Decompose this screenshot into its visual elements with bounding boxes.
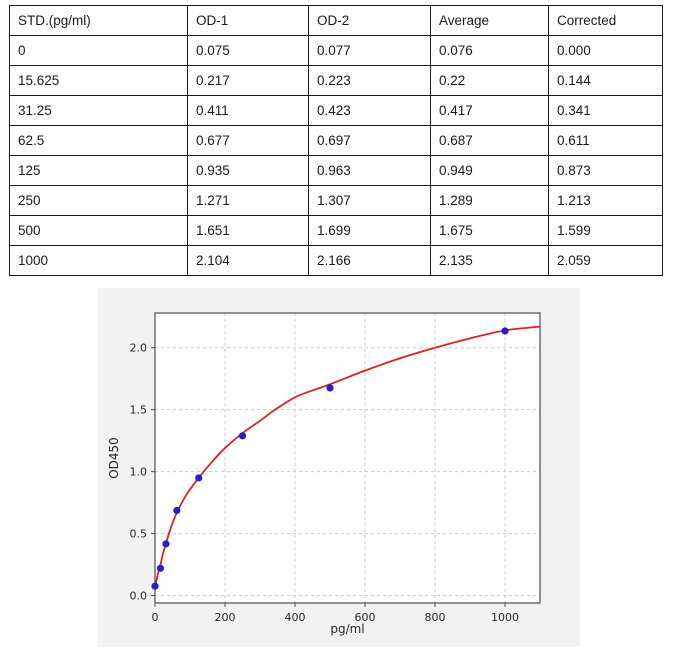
table-cell: 0.411 — [187, 95, 309, 126]
x-tick-label: 1000 — [491, 611, 519, 624]
x-axis-label: pg/ml — [330, 622, 364, 636]
table-cell: 0.000 — [548, 35, 663, 66]
table-cell: 250 — [9, 185, 188, 216]
standard-curve-chart: 0 200 400 600 800 1000 0.0 0.5 1.0 1.5 2.0 pg/ml OD4… — [107, 312, 541, 636]
table-cell: 0.075 — [187, 35, 309, 66]
table-cell: 0.935 — [187, 155, 309, 186]
table-cell: 2.104 — [187, 245, 309, 276]
x-tick-label: 600 — [355, 611, 376, 624]
column-header-1: OD-1 — [187, 5, 309, 36]
table-cell: 0.217 — [187, 65, 309, 96]
table-cell: 125 — [9, 155, 188, 186]
table-row: 15.625 0.217 0.223 0.22 0.144 — [9, 65, 663, 96]
table-cell: 1.651 — [187, 215, 309, 246]
table-cell: 15.625 — [9, 65, 188, 96]
table-row: 31.25 0.411 0.423 0.417 0.341 — [9, 95, 663, 126]
table-row: 1000 2.104 2.166 2.135 2.059 — [9, 245, 663, 276]
table-cell: 0.341 — [548, 95, 663, 126]
table-cell: 1.307 — [308, 185, 431, 216]
table-cell: 1.271 — [187, 185, 309, 216]
data-points — [151, 327, 509, 590]
table-cell: 1.289 — [430, 185, 549, 216]
y-tick-label: 2.0 — [130, 342, 148, 355]
gridlines — [155, 313, 540, 603]
column-header-3: Average — [430, 5, 549, 36]
table-row: 250 1.271 1.307 1.289 1.213 — [9, 185, 663, 216]
y-tick-label: 0.5 — [130, 528, 148, 541]
table-cell: 0.423 — [308, 95, 431, 126]
table-row: 0 0.075 0.077 0.076 0.000 — [9, 35, 663, 66]
table-row: 62.5 0.677 0.697 0.687 0.611 — [9, 125, 663, 156]
table-cell: 1000 — [9, 245, 188, 276]
table-cell: 0.611 — [548, 125, 663, 156]
y-tick-label: 1.5 — [130, 404, 148, 417]
plot-border — [154, 312, 541, 604]
table-cell: 0.076 — [430, 35, 549, 66]
y-tick-label: 1.0 — [130, 466, 148, 479]
table-cell: 0.687 — [430, 125, 549, 156]
table-cell: 0.22 — [430, 65, 549, 96]
data-point — [501, 327, 509, 335]
data-point — [326, 384, 334, 392]
table-cell: 0.873 — [548, 155, 663, 186]
table-cell: 31.25 — [9, 95, 188, 126]
table-cell: 1.699 — [308, 215, 431, 246]
y-tick-label: 0.0 — [130, 590, 148, 603]
table-cell: 0.949 — [430, 155, 549, 186]
table-cell: 2.059 — [548, 245, 663, 276]
table-cell: 0.077 — [308, 35, 431, 66]
y-axis-label: OD450 — [107, 437, 121, 479]
x-tick-label: 800 — [425, 611, 446, 624]
plot-area — [155, 313, 540, 603]
data-point — [238, 432, 247, 440]
column-header-2: OD-2 — [308, 5, 431, 36]
table-cell: 1.213 — [548, 185, 663, 216]
x-tick-label: 400 — [285, 611, 306, 624]
table-row: 125 0.935 0.963 0.949 0.873 — [9, 155, 663, 186]
x-tick-label: 200 — [215, 611, 236, 624]
table-cell: 2.166 — [308, 245, 431, 276]
table-cell: 0 — [9, 35, 188, 66]
table-cell: 0.223 — [308, 65, 431, 96]
table-cell: 1.675 — [430, 215, 549, 246]
table-cell: 500 — [9, 215, 188, 246]
data-point — [195, 474, 203, 482]
table-cell: 0.963 — [308, 155, 431, 186]
table-cell: 0.677 — [187, 125, 309, 156]
column-header-4: Corrected — [548, 5, 663, 36]
table-cell: 0.697 — [308, 125, 431, 156]
data-point — [151, 582, 159, 590]
data-point — [162, 540, 170, 548]
standards-table: STD.(pg/ml) OD-1 OD-2 Average Corrected 0 0.0… — [9, 5, 663, 276]
table-header-row: STD.(pg/ml) OD-1 OD-2 Average Corrected — [9, 5, 663, 36]
axes: 0 200 400 600 800 1000 0.0 0.5 1.0 1.5 2.0 — [130, 342, 520, 624]
data-point — [173, 506, 181, 515]
x-tick-label: 0 — [152, 611, 159, 624]
column-header-0: STD.(pg/ml) — [9, 5, 188, 36]
table-cell: 62.5 — [9, 125, 188, 156]
table-cell: 0.417 — [430, 95, 549, 126]
standard-curve-figure: 0 200 400 600 800 1000 0.0 0.5 1.0 1.5 2.0 pg/ml OD4… — [98, 288, 580, 647]
table-cell: 2.135 — [430, 245, 549, 276]
data-point — [156, 564, 165, 572]
table-cell: 0.144 — [548, 65, 663, 96]
table-row: 500 1.651 1.699 1.675 1.599 — [9, 215, 663, 246]
table-cell: 1.599 — [548, 215, 663, 246]
